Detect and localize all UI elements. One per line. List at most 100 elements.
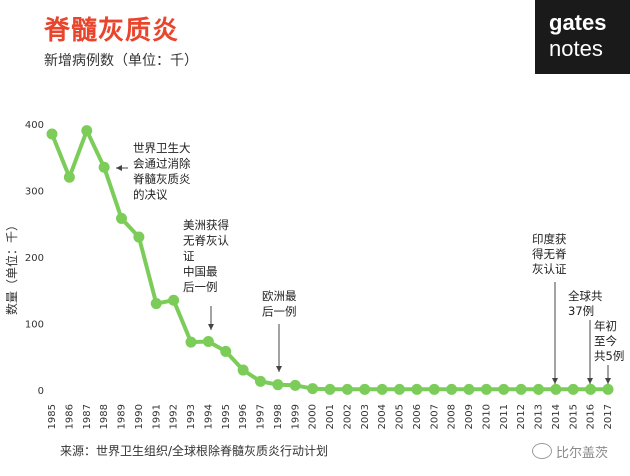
x-tick-label: 1994: [203, 404, 214, 429]
annotation-text: 会通过消除: [133, 157, 191, 171]
data-point: [446, 383, 458, 395]
x-tick-label: 2008: [447, 404, 458, 429]
chart-title: 脊髓灰质炎: [44, 16, 180, 46]
annotation-text: 至今: [594, 334, 617, 348]
annotation-text: 后一例: [183, 280, 218, 294]
data-point: [116, 212, 127, 224]
annotation-text: 美洲获得: [183, 218, 229, 232]
logo-line1: gates: [549, 10, 607, 35]
data-point: [359, 383, 371, 395]
data-point: [98, 161, 110, 173]
x-tick-label: 1998: [273, 404, 284, 429]
x-tick-label: 1987: [82, 404, 93, 429]
x-tick-label: 1990: [134, 404, 145, 429]
x-tick-label: 1992: [169, 404, 180, 429]
data-point: [202, 335, 214, 347]
polio-line-chart: 0 100 200 300 400 数量（单位：千） 1985 1986 1987 1988 198…: [4, 120, 624, 429]
data-point: [272, 379, 284, 391]
data-point: [376, 383, 388, 395]
data-point: [341, 383, 353, 395]
x-tick-label: 2004: [377, 404, 388, 429]
data-point: [307, 383, 319, 395]
annotation-arrowhead: [605, 378, 611, 384]
annotation-text: 中国最: [183, 265, 218, 279]
data-point: [394, 383, 405, 395]
annotation-arrowhead: [276, 366, 282, 372]
annotation-text: 得无脊: [532, 247, 567, 261]
annotation-arrowhead: [208, 324, 214, 330]
annotation-text: 的决议: [133, 188, 168, 202]
annotation-text: 后一例: [262, 305, 297, 319]
data-point: [533, 383, 544, 395]
x-tick-label: 1986: [64, 404, 75, 429]
data-point: [498, 383, 510, 395]
x-tick-label: 2005: [395, 404, 406, 429]
data-point: [46, 128, 58, 140]
y-tick-label: 400: [25, 120, 44, 131]
x-tick-label: 2014: [551, 404, 562, 429]
x-tick-label: 2015: [568, 404, 579, 429]
data-point: [515, 383, 527, 395]
x-tick-label: 2010: [481, 404, 492, 429]
x-tick-label: 1985: [47, 404, 58, 429]
y-tick-label: 200: [25, 253, 44, 264]
data-point: [428, 383, 440, 395]
x-tick-label: 1999: [290, 404, 301, 429]
x-tick-label: 1993: [186, 404, 197, 429]
watermark-text: 比尔盖茨: [556, 446, 609, 461]
x-tick-label: 2017: [603, 404, 614, 429]
x-tick-label: 2011: [499, 404, 510, 429]
x-tick-label: 2000: [308, 404, 319, 429]
chart-axes: 0 100 200 300 400 数量（单位：千） 1985 1986 1987 1988 198…: [4, 120, 614, 429]
annotation-text: 37例: [568, 304, 594, 318]
x-tick-label: 2013: [534, 404, 545, 429]
x-tick-label: 1997: [256, 404, 267, 429]
chart-annotations: 世界卫生大会通过消除脊髓灰质炎的决议美洲获得无脊灰认证中国最后一例欧洲最后一例印…: [116, 141, 624, 384]
chart-series: [46, 125, 614, 395]
data-point: [255, 375, 266, 387]
data-point: [585, 383, 597, 395]
data-point: [168, 294, 180, 306]
y-tick-label: 0: [38, 386, 44, 397]
annotation-text: 年初: [594, 319, 617, 333]
logo-line2: notes: [549, 36, 603, 61]
x-tick-label: 2006: [412, 404, 423, 429]
annotation-text: 全球共: [568, 289, 603, 303]
data-point: [480, 383, 492, 395]
x-tick-label: 1996: [238, 404, 249, 429]
x-tick-label: 2012: [516, 404, 527, 429]
annotation-arrowhead: [587, 378, 593, 384]
data-point: [63, 171, 75, 183]
x-tick-label: 1988: [99, 404, 110, 429]
data-point: [411, 383, 423, 395]
x-tick-label: 2002: [342, 404, 353, 429]
annotation-arrowhead: [552, 378, 558, 384]
x-tick-label: 2007: [429, 404, 440, 429]
annotation-text: 证: [183, 249, 195, 263]
x-tick-label: 2009: [464, 404, 475, 429]
data-point: [133, 231, 145, 243]
data-point: [81, 125, 93, 137]
data-point: [220, 345, 232, 357]
annotation-text: 灰认证: [532, 262, 567, 276]
gates-notes-logo: gates notes: [535, 0, 630, 74]
x-tick-label: 2001: [325, 404, 336, 429]
x-tick-label: 2016: [586, 404, 597, 429]
y-tick-label: 300: [25, 187, 44, 198]
data-point: [324, 383, 336, 395]
data-point: [185, 336, 197, 348]
y-axis-label: 数量（单位：千）: [4, 219, 19, 315]
data-point: [463, 383, 475, 395]
x-tick-label: 1989: [117, 404, 128, 429]
data-point: [289, 379, 301, 391]
data-point: [237, 364, 249, 376]
annotation-text: 脊髓灰质炎: [133, 172, 191, 186]
data-point: [602, 383, 614, 395]
data-point: [567, 383, 579, 395]
annotation-arrowhead: [116, 165, 122, 171]
x-tick-label: 1995: [221, 404, 232, 429]
source-note: 来源：世界卫生组织/全球根除脊髓灰质炎行动计划: [60, 444, 329, 458]
annotation-text: 世界卫生大: [133, 141, 191, 155]
annotation-text: 印度获: [532, 232, 567, 246]
annotation-text: 共5例: [594, 349, 624, 363]
